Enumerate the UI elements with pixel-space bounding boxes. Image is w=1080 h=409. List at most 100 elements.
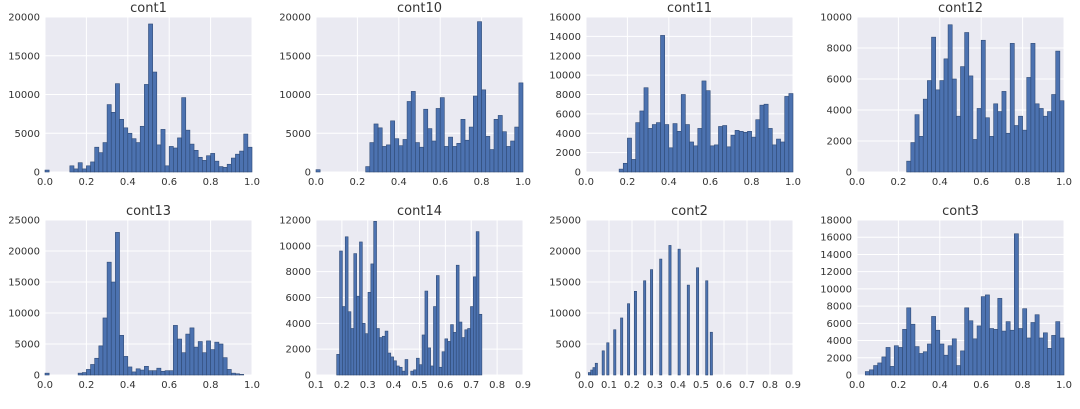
histogram-bar (98, 345, 104, 376)
histogram-bar (231, 372, 236, 376)
y-tick-label: 4000 (556, 129, 581, 140)
histogram-bar (980, 39, 986, 173)
histogram-bar (1022, 129, 1028, 173)
y-tick-label: 0 (575, 371, 581, 382)
histogram-bar (373, 123, 379, 173)
y-tick-label: 5000 (15, 129, 40, 140)
histogram-bar (668, 147, 674, 173)
histogram-bar (427, 347, 431, 376)
histogram-bar (168, 146, 174, 173)
x-tick-label: 0.4 (386, 380, 402, 391)
histogram-bar (510, 140, 516, 173)
histogram-bar (119, 335, 124, 376)
histogram-bar (450, 324, 454, 376)
histogram-bar (173, 147, 178, 173)
panel-cont2: 0 5000 10000 15000 20000 25000 0.0 0.1 0.2 0.3 0.4… (549, 204, 801, 391)
y-tick-label: 15000 (8, 51, 40, 62)
histogram-bar (481, 89, 487, 173)
histogram-bar (956, 365, 961, 376)
histogram-bar (115, 83, 120, 173)
histogram-bar (226, 163, 232, 173)
histogram-bar (493, 119, 499, 173)
histogram-bar (119, 119, 124, 173)
histogram-bar (214, 160, 220, 173)
y-tick-label: 8000 (827, 302, 852, 313)
histogram-bar (365, 166, 371, 173)
histogram-bar (651, 124, 657, 173)
y-tick-label: 8000 (827, 44, 852, 55)
x-tick-label: 0.0 (578, 177, 594, 188)
histogram-bar (927, 343, 932, 376)
histogram-bar (680, 94, 686, 173)
y-tick-label: 15000 (549, 278, 581, 289)
histogram-bar (902, 329, 907, 376)
histogram-bar (115, 232, 120, 376)
histogram-bar (672, 123, 678, 173)
histogram-bar (106, 104, 112, 173)
histogram-bar (73, 168, 79, 173)
histogram-bar (350, 328, 355, 376)
histogram-bar (755, 119, 761, 173)
histogram-bar (922, 351, 928, 376)
histogram-bar (399, 366, 403, 376)
histogram-bar (696, 267, 700, 376)
histogram-bar (485, 136, 491, 173)
histogram-bar (81, 168, 87, 173)
histogram-bar (939, 343, 945, 376)
histogram-bar (168, 370, 174, 376)
y-tick-label: 2000 (827, 137, 852, 148)
histogram-bar (1026, 337, 1032, 376)
histogram-bar (1034, 103, 1040, 173)
histogram-bar (976, 325, 982, 376)
histogram-bar (386, 144, 391, 173)
y-tick-label: 8000 (286, 267, 311, 278)
histogram-bar (968, 320, 974, 376)
histogram-bar (877, 362, 883, 376)
x-tick-label: 0.6 (973, 177, 989, 188)
histogram-bar (77, 372, 83, 376)
histogram-bar (222, 357, 228, 376)
histogram-bar (985, 294, 990, 376)
histogram-bar (1034, 314, 1040, 376)
y-tick-label: 4000 (286, 319, 311, 330)
y-tick-label: 10000 (549, 71, 581, 82)
histogram-bar (243, 133, 249, 173)
histogram-bar (235, 153, 240, 173)
histogram-bar (997, 298, 1003, 376)
histogram-bar (193, 346, 199, 376)
histogram-bar (90, 364, 95, 376)
panel-title: cont10 (397, 1, 442, 16)
y-tick-label: 12000 (279, 216, 311, 227)
histogram-bar (489, 149, 495, 173)
histogram-bar (705, 280, 709, 376)
histogram-bar (86, 165, 91, 173)
histogram-bar (993, 103, 999, 173)
histogram-bar (453, 332, 457, 376)
histogram-bar (356, 295, 360, 376)
histogram-bar (247, 146, 253, 173)
y-tick-label: 2000 (286, 345, 311, 356)
y-tick-label: 0 (846, 371, 852, 382)
panel-cont12: 0 2000 4000 6000 8000 10000 0.0 0.2 0.4 0.6 0.8 1.0… (820, 1, 1072, 188)
histogram-bar (404, 359, 409, 376)
histogram-bar (364, 333, 369, 376)
x-tick-label: 0.5 (693, 380, 709, 391)
panel-title: cont14 (397, 204, 442, 219)
histogram-bar (943, 58, 949, 173)
histogram-bar (1014, 125, 1019, 173)
y-tick-label: 20000 (279, 13, 311, 24)
histogram-bar (980, 296, 986, 376)
histogram-bar (1047, 348, 1052, 376)
histogram-bar (470, 306, 474, 376)
histogram-bar (931, 36, 936, 173)
histogram-bar (139, 369, 145, 376)
histogram-bar (110, 112, 116, 173)
histogram-bar (181, 352, 187, 376)
x-tick-label: 0.3 (360, 380, 376, 391)
y-tick-label: 0 (846, 168, 852, 179)
histogram-bar (709, 145, 715, 173)
histogram-bar (898, 347, 903, 376)
y-tick-label: 12000 (549, 51, 581, 62)
histogram-bar (123, 356, 129, 376)
histogram-bar (1001, 330, 1007, 376)
